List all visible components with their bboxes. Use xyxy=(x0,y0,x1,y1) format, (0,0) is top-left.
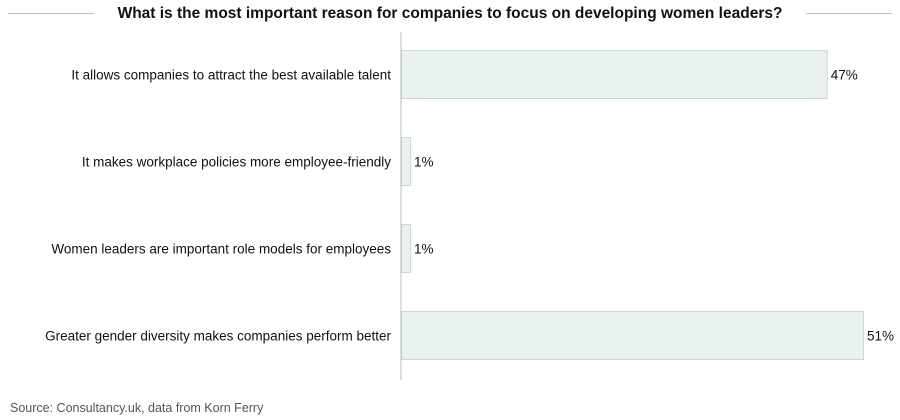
category-label-2: It makes workplace policies more employe… xyxy=(82,155,391,170)
category-label-1: It allows companies to attract the best … xyxy=(71,68,391,83)
bar-1 xyxy=(401,50,828,99)
bar-3 xyxy=(401,224,412,273)
value-label-4: 51% xyxy=(867,329,894,344)
title-row: What is the most important reason for co… xyxy=(0,0,900,28)
value-label-3: 1% xyxy=(414,242,434,257)
bar-2 xyxy=(401,137,412,186)
value-label-2: 1% xyxy=(414,155,434,170)
category-label-4: Greater gender diversity makes companies… xyxy=(45,329,391,344)
value-label-1: 47% xyxy=(831,68,858,83)
bar-4 xyxy=(401,311,864,360)
title-rule-left xyxy=(8,13,94,14)
chart-title: What is the most important reason for co… xyxy=(117,5,783,22)
category-label-3: Women leaders are important role models … xyxy=(51,242,391,257)
source-note: Source: Consultancy.uk, data from Korn F… xyxy=(10,401,264,415)
title-rule-right xyxy=(806,13,892,14)
